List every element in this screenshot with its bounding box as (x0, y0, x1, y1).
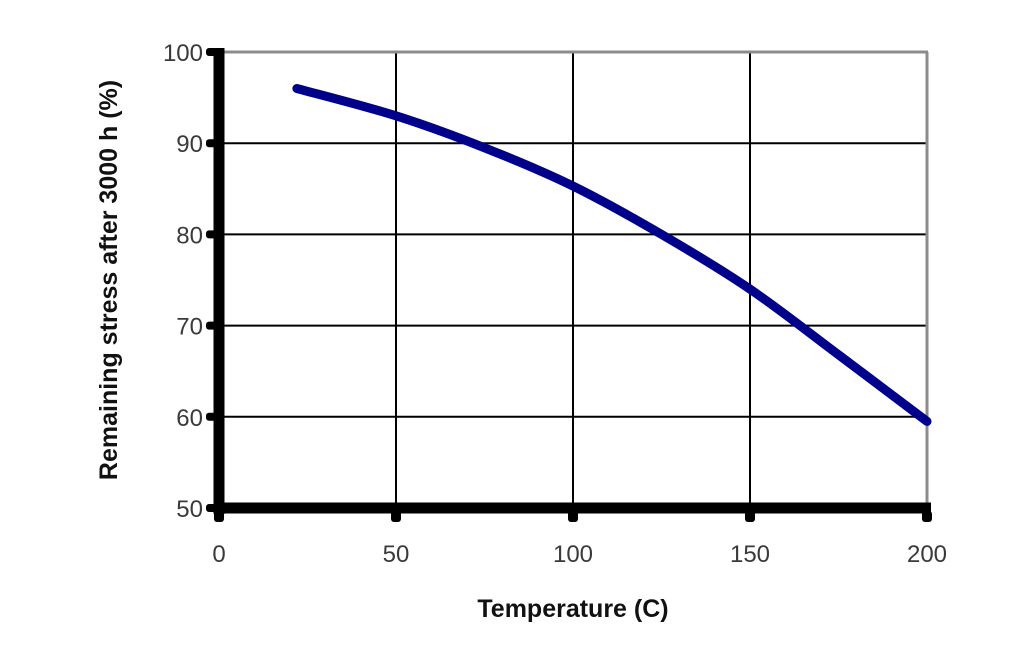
y-tick-mark (206, 504, 216, 512)
x-axis-tick-labels: 0 50 100 150 200 (212, 541, 947, 568)
y-tick-mark (206, 412, 216, 421)
y-tick-mark (206, 48, 216, 56)
x-tick-mark (745, 511, 755, 522)
y-tick-mark (206, 230, 216, 239)
x-tick-label: 0 (212, 541, 225, 568)
y-tick-label: 90 (176, 131, 203, 158)
y-axis-title: Remaining stress after 3000 h (%) (95, 80, 123, 480)
x-tick-label: 50 (383, 541, 410, 568)
y-tick-label: 50 (176, 496, 203, 523)
y-tick-label: 100 (163, 40, 203, 67)
x-axis-title: Temperature (C) (477, 595, 668, 623)
x-tick-mark (922, 511, 932, 522)
y-tick-label: 60 (176, 405, 203, 432)
axes (206, 48, 932, 522)
x-tick-mark (391, 511, 401, 522)
gridlines (219, 52, 927, 508)
y-tick-mark (206, 139, 216, 148)
x-tick-label: 150 (730, 541, 770, 568)
y-tick-label: 70 (176, 314, 203, 341)
data-series (292, 83, 932, 426)
y-axis-tick-labels: 50 60 70 80 90 100 (163, 40, 203, 523)
x-tick-label: 200 (907, 541, 947, 568)
y-tick-mark (206, 321, 216, 330)
x-tick-label: 100 (553, 541, 593, 568)
x-tick-mark (214, 511, 224, 522)
y-tick-label: 80 (176, 222, 203, 249)
plot-frame (219, 50, 929, 508)
data-line (292, 83, 932, 426)
x-tick-mark (568, 511, 578, 522)
